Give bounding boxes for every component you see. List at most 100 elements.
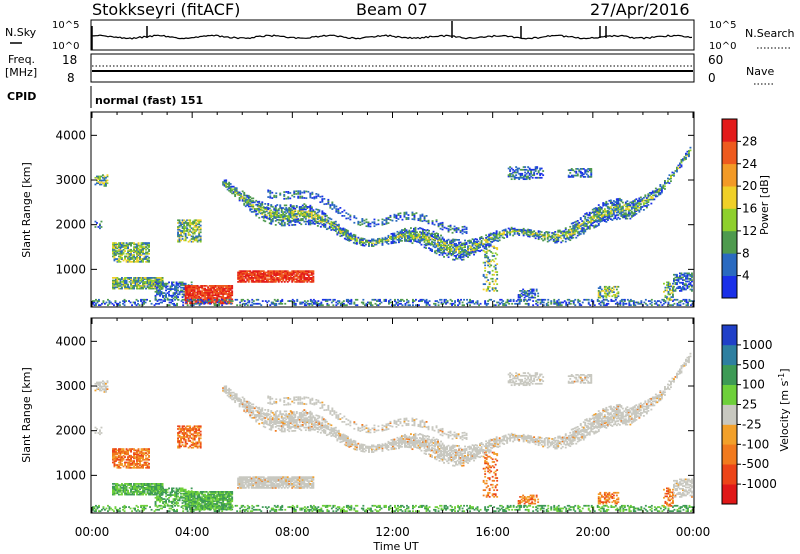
data-cell xyxy=(128,300,130,302)
data-cell xyxy=(528,294,531,296)
data-cell xyxy=(485,246,488,249)
data-cell xyxy=(667,284,670,286)
data-cell xyxy=(274,220,277,222)
data-cell xyxy=(199,231,202,234)
data-cell xyxy=(512,175,515,178)
data-cell xyxy=(348,234,351,237)
data-cell xyxy=(393,240,396,243)
data-cell xyxy=(140,259,143,262)
data-cell xyxy=(474,238,477,240)
data-cell xyxy=(519,175,522,178)
data-cell xyxy=(497,240,500,242)
data-cell xyxy=(319,216,322,219)
data-cell xyxy=(139,255,141,258)
data-cell xyxy=(121,244,123,247)
data-cell xyxy=(404,302,407,305)
data-cell xyxy=(518,302,521,305)
data-cell xyxy=(136,283,138,286)
data-cell xyxy=(251,298,254,301)
data-cell xyxy=(405,230,408,233)
data-cell xyxy=(413,233,415,235)
data-cell xyxy=(518,300,521,302)
data-cell xyxy=(657,191,660,193)
data-cell xyxy=(434,300,437,302)
data-cell xyxy=(313,216,316,219)
data-cell xyxy=(238,279,241,282)
data-cell xyxy=(608,285,611,288)
data-cell xyxy=(687,304,689,307)
data-cell xyxy=(531,290,534,292)
data-cell xyxy=(473,238,475,241)
data-cell xyxy=(168,288,170,290)
data-cell xyxy=(630,214,633,217)
data-cell xyxy=(664,181,666,184)
data-cell xyxy=(113,254,116,256)
data-cell xyxy=(336,232,339,235)
data-cell xyxy=(324,298,327,301)
data-cell xyxy=(193,287,196,290)
data-cell xyxy=(178,281,181,284)
data-cell xyxy=(498,232,501,235)
data-cell xyxy=(635,203,638,206)
data-cell xyxy=(373,298,375,301)
data-cell xyxy=(408,240,411,243)
data-cell xyxy=(638,210,641,213)
data-cell xyxy=(148,279,150,282)
data-cell xyxy=(103,179,106,182)
data-cell xyxy=(677,277,680,280)
data-cell xyxy=(565,301,568,304)
data-cell xyxy=(264,208,267,211)
data-cell xyxy=(118,259,120,262)
data-cell xyxy=(582,220,585,223)
data-cell xyxy=(183,226,186,228)
data-cell xyxy=(509,168,512,171)
data-cell xyxy=(450,247,453,250)
data-cell xyxy=(256,270,259,273)
data-cell xyxy=(473,249,475,252)
data-cell xyxy=(423,246,426,249)
data-cell xyxy=(581,230,584,233)
data-cell xyxy=(691,285,693,288)
data-cell xyxy=(513,231,516,234)
data-cell xyxy=(228,183,231,185)
data-cell xyxy=(383,300,386,302)
data-cell xyxy=(328,217,331,220)
data-cell xyxy=(497,233,500,236)
data-cell xyxy=(274,278,277,281)
data-cell xyxy=(551,237,554,240)
data-cell xyxy=(122,246,125,248)
data-cell xyxy=(563,234,566,237)
data-cell xyxy=(165,282,167,285)
data-cell xyxy=(420,231,423,234)
data-cell xyxy=(560,304,563,307)
data-cell xyxy=(647,201,650,204)
data-cell xyxy=(333,298,336,301)
data-cell xyxy=(617,198,620,200)
data-cell xyxy=(617,214,620,216)
data-cell xyxy=(207,300,210,302)
data-cell xyxy=(231,192,234,195)
data-cell xyxy=(468,253,471,255)
data-cell xyxy=(622,302,625,305)
data-cell xyxy=(469,301,471,304)
data-cell xyxy=(158,277,161,279)
data-cell xyxy=(526,292,529,295)
data-cell xyxy=(685,283,687,286)
data-cell xyxy=(682,276,684,279)
data-cell xyxy=(145,243,147,246)
data-cell xyxy=(687,301,689,304)
data-cell xyxy=(323,298,326,301)
data-cell xyxy=(178,235,181,238)
data-cell xyxy=(371,304,374,307)
data-cell xyxy=(597,206,600,209)
data-cell xyxy=(591,215,594,218)
data-cell xyxy=(268,281,271,283)
data-cell xyxy=(210,295,213,298)
data-cell xyxy=(312,298,315,301)
data-cell xyxy=(183,219,186,222)
data-cell xyxy=(584,222,587,225)
data-cell xyxy=(161,301,163,304)
data-cell xyxy=(244,275,247,278)
data-cell xyxy=(284,302,287,305)
data-cell xyxy=(392,234,394,236)
